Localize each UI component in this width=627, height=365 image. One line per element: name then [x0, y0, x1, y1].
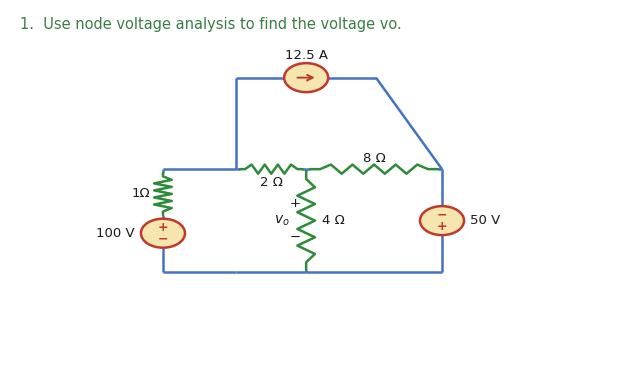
Text: 1.  Use node voltage analysis to find the voltage vo.: 1. Use node voltage analysis to find the…	[19, 17, 401, 32]
Text: +: +	[436, 220, 447, 233]
Text: −: −	[289, 231, 300, 244]
Text: 8 Ω: 8 Ω	[362, 151, 386, 165]
Ellipse shape	[141, 219, 185, 248]
Text: $v_o$: $v_o$	[274, 214, 290, 228]
Text: 12.5 A: 12.5 A	[285, 49, 328, 62]
Text: +: +	[289, 197, 300, 210]
Text: 1Ω: 1Ω	[131, 188, 150, 200]
Text: −: −	[437, 208, 447, 221]
Text: +: +	[157, 220, 168, 234]
Text: 4 Ω: 4 Ω	[322, 214, 345, 227]
Ellipse shape	[284, 63, 328, 92]
Text: 100 V: 100 V	[97, 227, 135, 240]
Text: 50 V: 50 V	[470, 214, 500, 227]
Text: 2 Ω: 2 Ω	[260, 176, 283, 189]
Text: −: −	[158, 233, 168, 246]
Ellipse shape	[420, 206, 464, 235]
